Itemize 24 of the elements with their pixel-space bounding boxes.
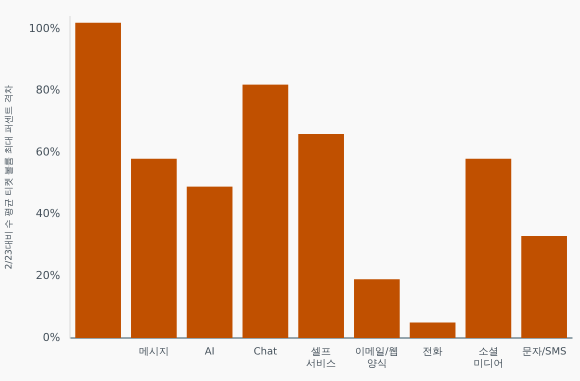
x-tick-label: 전화 [422,346,443,358]
y-tick-label: 20% [36,269,60,282]
bar [131,158,177,338]
bar [521,236,567,338]
x-tick-label: Chat [254,346,278,358]
y-axis-title: 2/23대비 수 평균 티켓 볼륨 최대 퍼센트 격차 [4,85,15,270]
y-tick-label: 60% [36,145,60,158]
bar [242,84,288,338]
bar [186,186,232,338]
y-tick-label: 40% [36,207,60,220]
x-tick-label: 메시지 [138,346,169,358]
bar [75,22,121,338]
y-tick-label: 0% [42,330,60,344]
bar [298,134,344,338]
x-tick-label: AI [204,346,215,358]
x-tick-label: 문자/SMS [522,346,566,358]
y-tick-label: 100% [28,22,60,35]
x-tick-label: 셀프 서비스 [306,346,336,370]
bar [354,279,400,338]
x-tick-label: 이메일/웹 양식 [355,346,399,370]
y-tick-label: 80% [36,84,60,97]
bar [410,322,456,338]
bar [466,158,512,338]
x-tick-label: 소셜 미디어 [473,346,504,370]
